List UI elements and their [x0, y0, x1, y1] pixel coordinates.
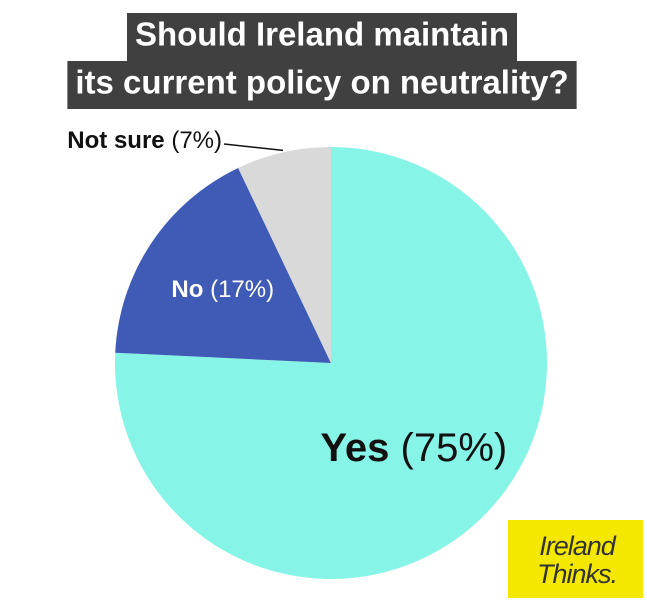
category-name: Not sure	[67, 127, 164, 154]
chart-title: its current policy on neutrality?	[75, 64, 568, 101]
value-label: (17%)	[210, 276, 274, 303]
category-name: Yes	[320, 425, 389, 469]
logo-box	[508, 520, 643, 598]
value-label: (7%)	[171, 127, 222, 154]
title-highlight	[126, 13, 518, 61]
slice-label: Not sure (7%)	[67, 127, 222, 154]
pie-slice	[238, 147, 331, 363]
leader-line	[223, 143, 284, 152]
pie	[114, 147, 547, 579]
value-label: (75%)	[401, 425, 508, 469]
slice-label: Yes (75%)	[320, 425, 507, 469]
pie-slice	[114, 147, 547, 579]
logo-text: Thinks.	[537, 559, 617, 589]
pie-slice	[115, 167, 331, 363]
title-highlight	[67, 61, 577, 109]
labels: Yes (75%) No (17%) Not sure (7%)	[67, 127, 507, 469]
chart-title: Should Ireland maintain	[135, 16, 509, 53]
title-group: Should Ireland maintain its current polic…	[67, 13, 577, 109]
category-name: No	[171, 276, 203, 303]
slice-label: No (17%)	[171, 276, 274, 303]
logo-text: Ireland	[539, 531, 617, 561]
